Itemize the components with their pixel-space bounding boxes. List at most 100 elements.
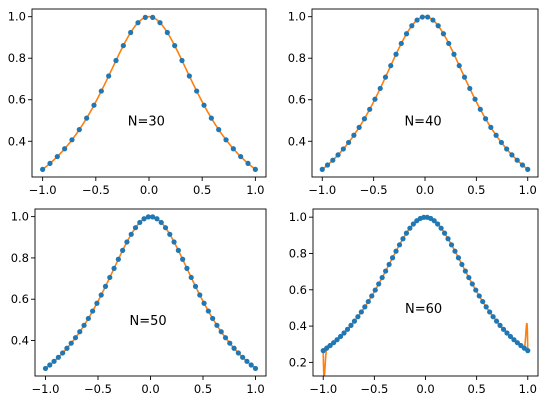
data-point — [511, 337, 517, 343]
data-point — [137, 219, 143, 226]
data-point — [47, 160, 53, 167]
axes-frame — [312, 208, 539, 377]
data-point — [377, 85, 383, 92]
data-point — [514, 340, 520, 346]
data-point — [319, 166, 325, 172]
data-point — [467, 85, 473, 92]
data-point — [509, 152, 515, 158]
interpolant-line — [322, 216, 529, 376]
data-point — [235, 350, 241, 356]
data-point — [382, 74, 389, 80]
y-tick-label: 0.6 — [8, 93, 26, 107]
subplot-2: −1.0 −0.5 0.0 0.5 1.0 0.4 0.6 0.8 1.0 N=40 — [288, 8, 539, 197]
data-point — [150, 214, 156, 220]
data-point — [90, 308, 96, 314]
data-point — [186, 73, 192, 79]
data-point — [210, 315, 216, 322]
x-tick-label: 1.0 — [519, 382, 537, 396]
data-point — [430, 17, 436, 23]
data-point — [167, 231, 173, 237]
data-point — [452, 248, 458, 254]
data-point — [245, 160, 251, 167]
subplot-3: −1.0 −0.5 0.0 0.5 1.0 0.4 0.6 0.8 1.0 N=50 — [11, 208, 267, 396]
data-point — [142, 14, 148, 20]
x-tick-label: −0.5 — [360, 382, 388, 396]
annotation-label: N=30 — [128, 115, 165, 130]
data-point — [482, 116, 489, 122]
data-point — [164, 29, 170, 36]
plot-area — [40, 14, 258, 172]
data-point — [425, 14, 431, 20]
data-point — [141, 216, 147, 222]
data-point — [334, 337, 340, 343]
data-point — [386, 261, 392, 268]
data-point — [498, 139, 504, 146]
data-point — [488, 124, 494, 130]
x-tick-label: 0.5 — [194, 382, 212, 396]
data-point — [362, 304, 368, 310]
data-point — [223, 137, 229, 143]
data-point — [60, 350, 66, 356]
data-point — [497, 322, 503, 328]
data-point — [438, 225, 444, 231]
data-point — [197, 292, 203, 298]
axes-frame — [31, 8, 267, 178]
axes-frame — [311, 8, 539, 178]
data-point — [172, 43, 178, 49]
data-point — [162, 225, 169, 231]
data-point — [179, 57, 185, 64]
data-point — [393, 248, 399, 254]
data-point — [238, 153, 244, 160]
data-point — [68, 340, 74, 346]
data-point — [525, 348, 531, 354]
x-tick-label: 0.5 — [467, 382, 485, 396]
plot-area — [42, 214, 259, 372]
data-point — [120, 43, 126, 49]
data-point — [230, 146, 236, 152]
data-point — [188, 274, 194, 281]
interpolant-line — [321, 15, 529, 171]
data-point — [476, 293, 482, 299]
y-tick-label: 0.4 — [288, 134, 306, 148]
data-point — [493, 132, 499, 138]
data-point — [500, 326, 507, 332]
data-point — [473, 287, 479, 293]
data-point — [372, 287, 378, 293]
data-point — [355, 314, 361, 320]
data-point — [128, 29, 134, 36]
data-point — [455, 255, 462, 261]
data-point — [448, 242, 455, 248]
data-point — [445, 236, 451, 242]
x-tick-label: 0.0 — [140, 183, 158, 197]
y-tick-label: 1.0 — [289, 210, 307, 224]
data-point — [330, 157, 336, 163]
data-point — [51, 358, 57, 364]
data-point — [441, 230, 448, 236]
data-point — [208, 115, 214, 121]
data-point — [487, 309, 493, 315]
data-point — [54, 153, 60, 160]
data-point — [244, 358, 250, 364]
data-point — [490, 314, 496, 320]
x-tick-label: −1.0 — [309, 382, 337, 396]
data-point — [480, 298, 486, 305]
data-point — [435, 23, 441, 29]
data-point — [358, 309, 364, 315]
data-point — [407, 225, 413, 231]
data-point — [150, 14, 156, 20]
data-point — [240, 354, 246, 360]
data-point — [341, 330, 347, 336]
data-point — [40, 166, 46, 172]
data-point — [440, 31, 447, 37]
data-point — [135, 20, 141, 26]
data-point — [351, 318, 358, 324]
data-point — [356, 124, 362, 130]
annotation-label: N=40 — [404, 115, 441, 130]
data-point — [171, 239, 177, 245]
data-point — [76, 127, 82, 133]
data-point — [456, 63, 462, 69]
data-point — [348, 322, 354, 328]
data-point — [365, 298, 371, 305]
data-point — [519, 162, 526, 168]
